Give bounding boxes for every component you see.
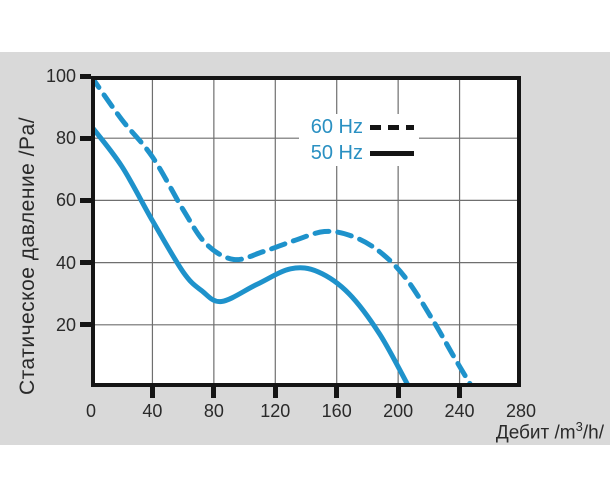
x-tick-label-200: 200 <box>383 401 414 421</box>
y-tick-label-80: 80 <box>55 128 76 149</box>
y-tick-100 <box>80 73 91 79</box>
legend-label-50hz: 50 Hz <box>310 142 363 164</box>
x-axis-title-superscript: 3 <box>575 419 583 434</box>
chart-panel: Статическое давление /Pa/ Дебит /m3/h/ 6… <box>0 52 610 445</box>
x-tick-40 <box>149 387 155 398</box>
y-tick-label-20: 20 <box>55 314 76 335</box>
legend-solid-line-sample <box>370 150 414 156</box>
curve-60-hz <box>95 80 473 383</box>
x-tick-label-160: 160 <box>321 401 352 421</box>
y-tick-label-60: 60 <box>55 190 76 211</box>
plot-border <box>91 76 521 387</box>
y-tick-60 <box>80 197 91 203</box>
y-tick-80 <box>80 135 91 141</box>
y-tick-label-100: 100 <box>45 66 76 86</box>
x-tick-label-120: 120 <box>260 401 291 421</box>
legend: 60 Hz 50 Hz <box>299 114 419 166</box>
x-tick-80 <box>211 387 217 398</box>
x-tick-120 <box>272 387 278 398</box>
x-tick-label-40: 40 <box>142 401 163 421</box>
x-axis-title: Дебит /m3/h/ <box>496 419 604 444</box>
y-tick-40 <box>80 260 91 266</box>
legend-row-50hz: 50 Hz <box>299 140 419 166</box>
x-axis-title-suffix: /h/ <box>582 422 604 444</box>
x-tick-160 <box>334 387 340 398</box>
x-tick-label-80: 80 <box>203 401 224 421</box>
x-tick-200 <box>395 387 401 398</box>
curve-50-hz <box>95 126 410 383</box>
x-tick-label-240: 240 <box>444 401 475 421</box>
x-tick-label-0: 0 <box>85 401 96 421</box>
legend-label-60hz: 60 Hz <box>310 116 363 138</box>
x-tick-label-280: 280 <box>505 401 537 421</box>
legend-row-60hz: 60 Hz <box>299 114 419 140</box>
x-axis-title-prefix: Дебит /m <box>495 422 576 444</box>
y-tick-20 <box>80 322 91 328</box>
x-tick-240 <box>457 387 463 398</box>
legend-dashed-line-sample <box>370 124 414 130</box>
y-tick-label-40: 40 <box>55 252 76 273</box>
